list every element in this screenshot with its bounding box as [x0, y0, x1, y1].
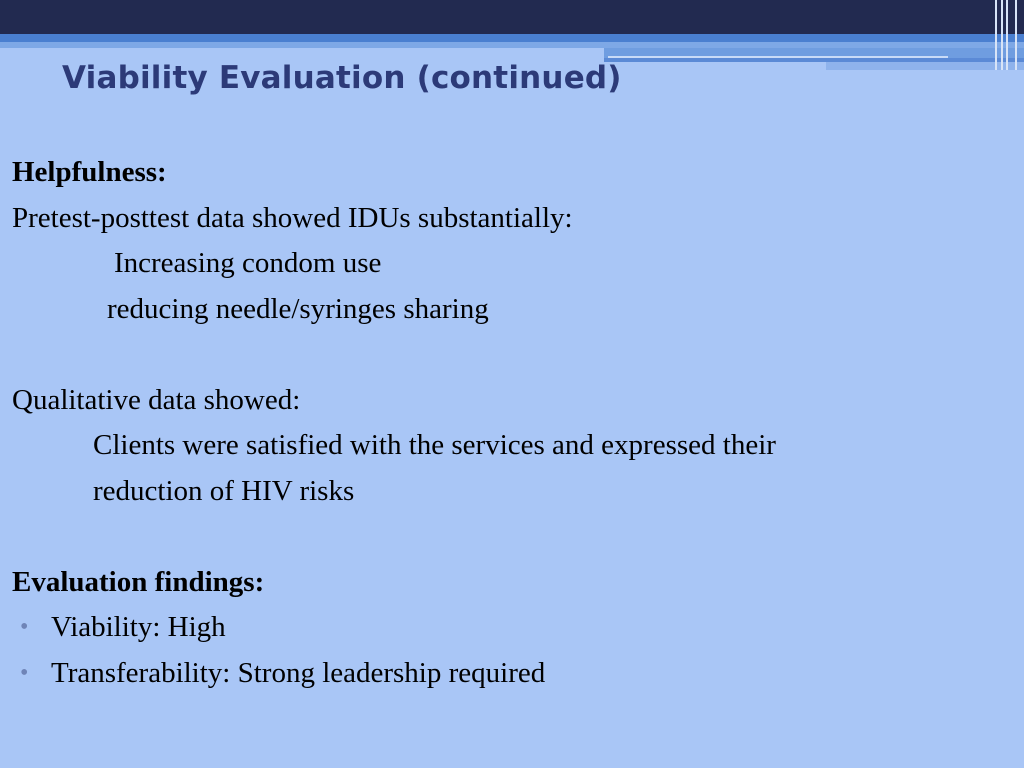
header-stripe [0, 34, 1024, 42]
finding-text: Transferability: Strong leadership requi… [51, 656, 546, 689]
bullet-icon: • [20, 614, 29, 640]
finding-item-transferability: • Transferability: Strong leadership req… [12, 651, 1012, 697]
sub-item-needle-sharing: reducing needle/syringes sharing [107, 292, 489, 325]
header-vertical-lines [993, 0, 1024, 70]
bullet-icon: • [20, 659, 29, 686]
finding-item-viability: • Viability: High [12, 605, 1012, 651]
slide-body: Helpfulness: Pretest-posttest data showe… [12, 150, 1012, 696]
finding-text: Viability: High [51, 611, 226, 643]
pretest-line: Pretest-posttest data showed IDUs substa… [12, 201, 573, 234]
helpfulness-heading: Helpfulness: [12, 156, 167, 188]
spacer [12, 332, 1012, 378]
findings-heading: Evaluation findings: [12, 565, 265, 598]
header-thin-line [608, 56, 948, 58]
qualitative-detail-1: Clients were satisfied with the services… [93, 429, 776, 461]
header-dark-bar [0, 0, 1024, 34]
header-stripe [604, 58, 1024, 62]
header-stripe [826, 62, 1024, 70]
qualitative-detail-2: reduction of HIV risks [93, 474, 355, 507]
spacer [12, 514, 1012, 560]
slide-title: Viability Evaluation (continued) [62, 60, 622, 96]
header-stripe [604, 48, 1024, 58]
qualitative-line: Qualitative data showed: [12, 383, 301, 416]
sub-item-condom-use: Increasing condom use [114, 247, 382, 279]
header-stripe [0, 42, 1024, 48]
